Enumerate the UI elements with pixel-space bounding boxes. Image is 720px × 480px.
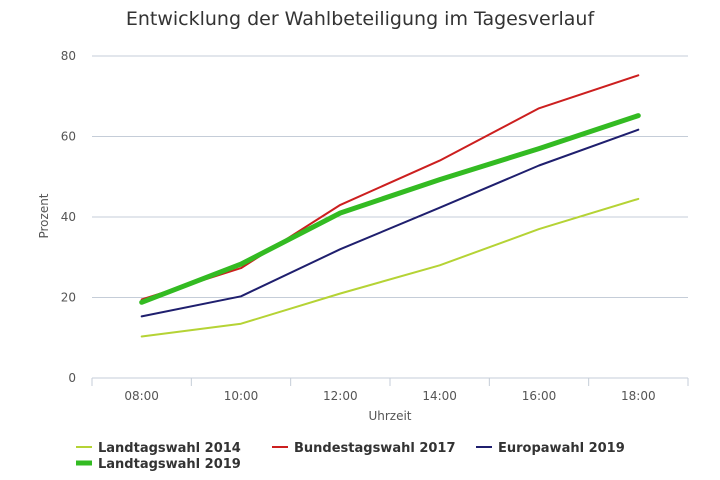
series-line-bundestagswahl-2017 <box>140 74 640 301</box>
axes <box>91 377 689 386</box>
legend-label-landtagswahl-2014: Landtagswahl 2014 <box>98 441 241 456</box>
y-tick-label: 0 <box>68 371 76 385</box>
series-line-landtagswahl-2019 <box>139 113 641 305</box>
y-axis-title: Prozent <box>37 193 51 238</box>
legend: Landtagswahl 2014 Bundestagswahl 2017 Euro… <box>76 441 625 472</box>
legend-label-bundestagswahl-2017: Bundestagswahl 2017 <box>294 441 456 456</box>
tick-labels: 0 20 40 60 80 08:00 10:00 12:00 14:00 16:00 18:00 <box>61 49 656 403</box>
y-tick-label: 80 <box>61 49 76 63</box>
chart-title: Entwicklung der Wahlbeteiligung im Tages… <box>125 8 595 30</box>
x-tick-label: 16:00 <box>522 389 557 403</box>
series-lines <box>139 74 641 338</box>
x-axis-title: Uhrzeit <box>368 409 411 423</box>
y-tick-label: 40 <box>61 210 76 224</box>
series-line-europawahl-2019 <box>140 128 640 318</box>
legend-label-landtagswahl-2019: Landtagswahl 2019 <box>98 457 241 472</box>
x-tick-label: 14:00 <box>422 389 457 403</box>
y-tick-label: 20 <box>61 291 76 305</box>
x-tick-label: 08:00 <box>124 389 159 403</box>
x-tick-label: 12:00 <box>323 389 358 403</box>
x-tick-label: 10:00 <box>224 389 259 403</box>
series-line-landtagswahl-2014 <box>140 197 640 338</box>
gridlines <box>92 55 688 298</box>
y-tick-label: 60 <box>61 130 76 144</box>
legend-label-europawahl-2019: Europawahl 2019 <box>498 441 625 456</box>
x-tick-label: 18:00 <box>621 389 656 403</box>
